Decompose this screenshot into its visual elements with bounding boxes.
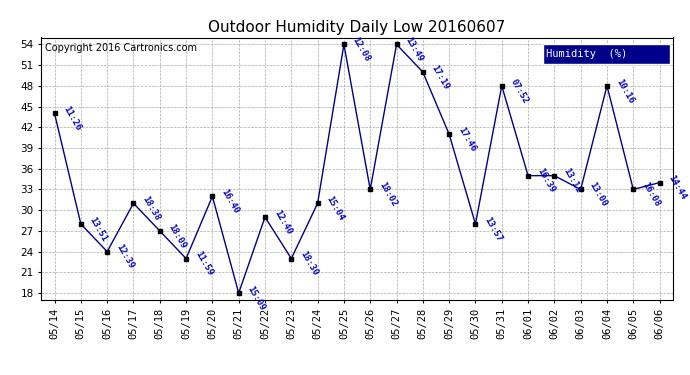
Text: 14:44: 14:44	[667, 174, 688, 202]
Text: 15:04: 15:04	[324, 195, 346, 222]
Text: 11:26: 11:26	[61, 105, 83, 133]
Text: Humidity  (%): Humidity (%)	[546, 49, 628, 59]
Text: 13:11: 13:11	[562, 167, 582, 195]
FancyBboxPatch shape	[543, 44, 669, 64]
Text: Copyright 2016 Cartronics.com: Copyright 2016 Cartronics.com	[45, 43, 197, 53]
Title: Outdoor Humidity Daily Low 20160607: Outdoor Humidity Daily Low 20160607	[208, 20, 506, 35]
Text: 12:39: 12:39	[114, 243, 135, 271]
Text: 16:08: 16:08	[640, 181, 662, 209]
Text: 18:02: 18:02	[377, 181, 398, 209]
Text: 17:19: 17:19	[430, 63, 451, 91]
Text: 17:46: 17:46	[456, 126, 477, 153]
Text: 15:09: 15:09	[246, 284, 267, 312]
Text: 16:39: 16:39	[535, 167, 556, 195]
Text: 07:52: 07:52	[509, 77, 530, 105]
Text: 18:38: 18:38	[141, 195, 161, 222]
Text: 10:16: 10:16	[614, 77, 635, 105]
Text: 13:57: 13:57	[482, 215, 504, 243]
Text: 16:40: 16:40	[219, 188, 241, 216]
Text: 13:49: 13:49	[404, 36, 425, 63]
Text: 12:40: 12:40	[272, 209, 293, 236]
Text: 13:51: 13:51	[88, 215, 109, 243]
Text: 13:00: 13:00	[588, 181, 609, 209]
Text: 11:59: 11:59	[193, 250, 215, 278]
Text: 18:30: 18:30	[298, 250, 319, 278]
Text: 12:08: 12:08	[351, 36, 372, 63]
Text: 18:09: 18:09	[167, 222, 188, 250]
